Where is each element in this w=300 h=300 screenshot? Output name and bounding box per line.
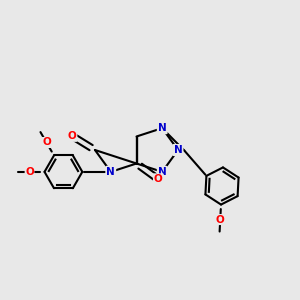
- Text: N: N: [174, 145, 182, 155]
- Text: O: O: [216, 214, 225, 225]
- Text: N: N: [158, 123, 167, 133]
- Text: N: N: [106, 167, 115, 177]
- Text: O: O: [42, 137, 51, 148]
- Text: N: N: [158, 167, 167, 177]
- Text: O: O: [154, 174, 163, 184]
- Text: O: O: [68, 131, 76, 141]
- Text: O: O: [25, 167, 34, 177]
